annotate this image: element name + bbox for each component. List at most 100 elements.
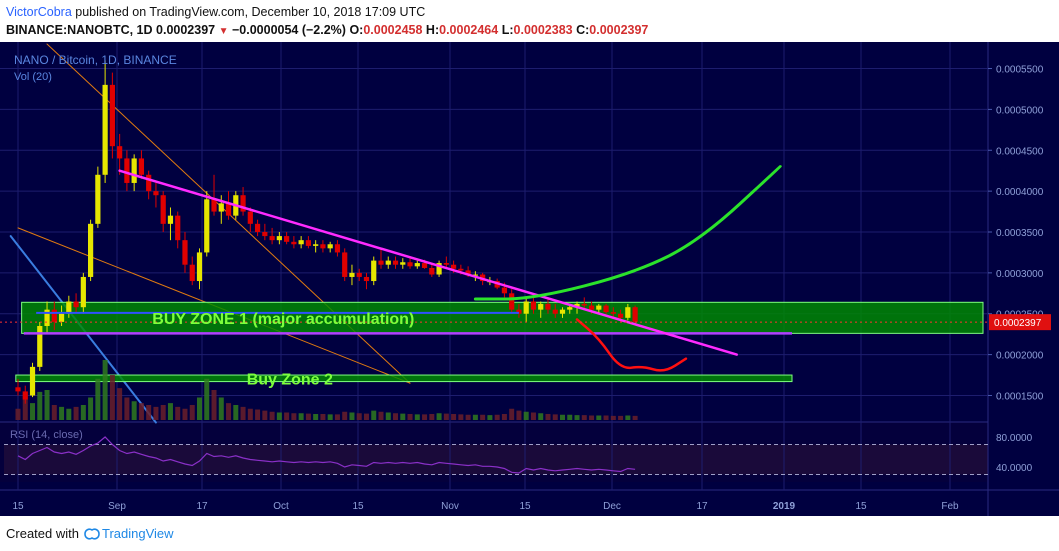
time-tick-label: Nov [441, 501, 459, 512]
volume-bar [378, 411, 384, 420]
time-tick-label: 15 [352, 501, 364, 512]
volume-bar [175, 406, 181, 420]
candle-body [269, 236, 275, 241]
candle-body [421, 263, 428, 268]
volume-bar [117, 388, 123, 420]
volume-bar [197, 397, 202, 420]
volume-bar [124, 397, 130, 420]
buy-zone-2-label: Buy Zone 2 [247, 371, 333, 388]
candle-body [530, 301, 537, 310]
rsi-tick-label: 80.0000 [996, 433, 1033, 444]
candle-body [95, 174, 101, 224]
volume-bar [22, 399, 28, 420]
rsi-line [17, 436, 636, 474]
candle-body [545, 303, 551, 310]
candle-body [632, 307, 638, 322]
candle-body [262, 232, 268, 237]
volume-bar [509, 408, 515, 420]
volume-bar [59, 406, 65, 420]
created-with-label: Created with [6, 526, 79, 541]
candle-body [371, 260, 377, 282]
volume-bar [51, 405, 57, 420]
candle-body [58, 313, 65, 322]
volume-bar [262, 410, 268, 420]
candle-body [29, 366, 36, 396]
time-tick-label: 15 [519, 501, 531, 512]
candle-body [581, 303, 587, 306]
price-chart[interactable]: 15 Sep 17 Oct 15 Nov 15 Dec 17 2019 15 Feb 0.0005500… [0, 42, 1059, 516]
candle-body [392, 260, 399, 265]
volume-bar [429, 414, 435, 420]
volume-bar [560, 414, 565, 420]
candle-body [305, 240, 311, 246]
time-tick-label: 15 [855, 501, 867, 512]
volume-bar [545, 414, 551, 420]
volume-bar [226, 403, 232, 420]
price-tick-label: 0.0002000 [996, 351, 1044, 362]
author-link[interactable]: VictorCobra [6, 5, 72, 19]
time-tick-label: 17 [196, 501, 208, 512]
candle-body [80, 276, 86, 308]
chart-header: VictorCobra published on TradingView.com… [0, 0, 1059, 42]
candle-body [15, 387, 21, 392]
volume-bar [342, 411, 348, 420]
candle-body [240, 195, 246, 212]
volume-bar [109, 375, 115, 420]
price-tick-label: 0.0004500 [996, 146, 1044, 157]
candle-body [501, 287, 508, 294]
volume-bar [501, 414, 507, 420]
time-tick-label: Oct [273, 501, 289, 512]
candle-body [66, 301, 72, 314]
close-value: 0.0002397 [589, 23, 649, 37]
candle-body [465, 270, 471, 276]
volume-bar [480, 414, 486, 420]
candle-body [400, 262, 406, 265]
tradingview-brand[interactable]: TradingView [102, 526, 174, 541]
volume-bar [240, 406, 246, 420]
candle-body [160, 195, 166, 224]
volume-bar [102, 360, 108, 420]
candle-body [153, 191, 159, 196]
candle-body [385, 260, 391, 265]
volume-bar [581, 415, 587, 420]
volume-bar [436, 413, 442, 420]
candle-body [407, 262, 413, 267]
volume-bar [451, 414, 457, 420]
volume-bar [153, 406, 159, 420]
price-tick-label: 0.0003500 [996, 228, 1044, 239]
candle-body [538, 303, 544, 310]
current-price-tag [989, 314, 1051, 331]
time-tick-label: 17 [696, 501, 708, 512]
candle-body [451, 264, 457, 269]
volume-bar [610, 415, 616, 420]
volume-bar [596, 415, 602, 420]
volume-bar [552, 414, 558, 420]
volume-bar [305, 413, 311, 420]
rsi-label: RSI (14, close) [10, 429, 83, 441]
volume-bar [349, 412, 355, 420]
volume-bar [73, 406, 79, 420]
buy-zone-2 [15, 374, 793, 383]
candle-body [196, 252, 203, 282]
chart-area[interactable]: 15 Sep 17 Oct 15 Nov 15 Dec 17 2019 15 Feb 0.0005500… [0, 42, 1059, 516]
volume-bar [632, 415, 638, 420]
volume-bar [538, 413, 544, 420]
ohlc-line: BINANCE:NANOBTC, 1D 0.0002397 ▼ −0.00000… [6, 23, 648, 37]
candle-body [552, 309, 558, 314]
candle-body [559, 309, 566, 314]
volume-bar [30, 403, 36, 420]
candle-body [567, 307, 573, 310]
volume-bar [494, 414, 500, 420]
tradingview-logo-icon[interactable] [84, 527, 100, 541]
candle-body [73, 301, 79, 308]
volume-bar [233, 405, 239, 420]
price-change: −0.0000054 (−2.2%) [231, 23, 346, 37]
candle-body [117, 146, 123, 159]
volume-bar [66, 408, 72, 420]
candle-body [378, 260, 384, 265]
candle-body [88, 223, 94, 277]
publish-info: published on TradingView.com, December 1… [75, 5, 426, 19]
candle-body [298, 240, 304, 245]
candle-body [588, 305, 595, 310]
time-tick-label: 15 [12, 501, 24, 512]
